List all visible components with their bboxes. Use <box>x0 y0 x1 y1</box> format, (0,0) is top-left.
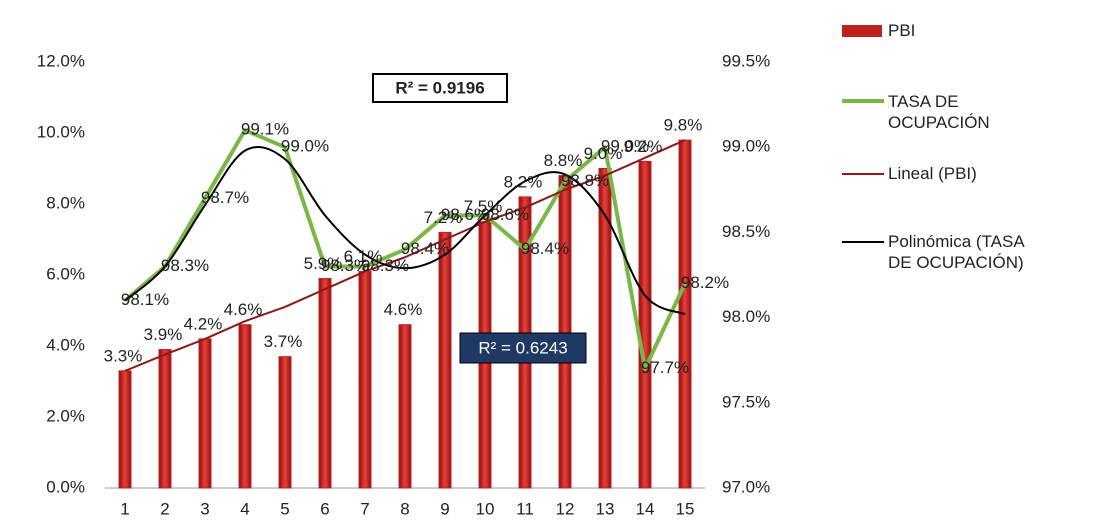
data-label: 3.3% <box>104 346 143 365</box>
x-tick-label: 9 <box>440 499 449 518</box>
data-label: 98.8% <box>561 171 609 190</box>
data-label: 98.4% <box>521 239 569 258</box>
y-tick-label: 2.0% <box>46 406 85 425</box>
annotation-box <box>459 332 587 364</box>
y-tick-label: 12.0% <box>37 51 85 70</box>
annotation: R² = 0.9196 <box>395 78 484 97</box>
x-tick-label: 7 <box>360 499 369 518</box>
data-label: 8.8% <box>544 151 583 170</box>
legend-swatch <box>842 99 884 103</box>
bar <box>158 349 172 489</box>
annotation-box <box>372 73 508 103</box>
x-tick-label: 10 <box>476 499 495 518</box>
y-tick-label: 10.0% <box>37 122 85 141</box>
series-line <box>123 128 687 371</box>
y2-tick-label: 98.0% <box>722 307 770 326</box>
legend-swatch <box>842 241 884 243</box>
x-tick-label: 3 <box>200 499 209 518</box>
legend-label: PBI <box>888 21 916 40</box>
data-label: 4.6% <box>224 300 263 319</box>
x-tick-label: 12 <box>556 499 575 518</box>
annotation: R² = 0.6243 <box>478 338 567 357</box>
data-label: 98.3% <box>361 256 409 275</box>
y2-tick-label: 97.5% <box>722 392 770 411</box>
bar <box>318 278 332 489</box>
bar <box>198 338 212 489</box>
series-line <box>124 146 686 316</box>
bar <box>358 270 372 489</box>
data-label: 4.6% <box>384 300 423 319</box>
y-tick-label: 8.0% <box>46 193 85 212</box>
x-tick-label: 2 <box>160 499 169 518</box>
bar <box>438 231 452 489</box>
x-tick-label: 14 <box>636 499 655 518</box>
legend-label: Polinómica (TASA DE OCUPACIÓN) <box>888 232 1024 272</box>
data-label: 98.1% <box>121 290 169 309</box>
x-tick-label: 4 <box>240 499 249 518</box>
data-label: 98.4% <box>401 239 449 258</box>
data-label: 9.0% <box>584 144 623 163</box>
data-label: 5.9% <box>304 254 343 273</box>
y2-tick-label: 99.5% <box>722 51 770 70</box>
y-tick-label: 0.0% <box>46 477 85 496</box>
data-label: 9.2% <box>624 137 663 156</box>
legend-label: Lineal (PBI) <box>888 164 977 183</box>
data-label: 98.6% <box>441 205 489 224</box>
data-label: 99.0% <box>601 137 649 156</box>
x-tick-label: 1 <box>120 499 129 518</box>
bar <box>238 324 252 489</box>
bar <box>558 175 572 489</box>
bar <box>118 370 132 489</box>
data-label: 98.3% <box>321 256 369 275</box>
data-label: 7.5% <box>464 197 503 216</box>
data-label: 3.7% <box>264 332 303 351</box>
data-label: 97.7% <box>641 358 689 377</box>
x-tick-label: 8 <box>400 499 409 518</box>
y-tick-label: 4.0% <box>46 335 85 354</box>
data-label: 9.8% <box>664 116 703 135</box>
x-tick-label: 5 <box>280 499 289 518</box>
data-label: 7.2% <box>424 208 463 227</box>
data-label: 98.2% <box>681 273 729 292</box>
x-tick-label: 11 <box>516 499 534 518</box>
data-label: 8.2% <box>504 172 543 191</box>
series-line <box>124 139 686 372</box>
data-label: 4.2% <box>184 314 223 333</box>
legend-label: TASA DE OCUPACIÓN <box>888 92 990 132</box>
data-label: 98.3% <box>161 256 209 275</box>
x-tick-label: 13 <box>596 499 615 518</box>
data-label: 99.1% <box>241 120 289 139</box>
data-label: 6.1% <box>344 247 383 266</box>
bar <box>398 324 412 489</box>
legend-swatch <box>842 25 882 37</box>
x-tick-label: 6 <box>320 499 329 518</box>
data-label: 99.0% <box>281 137 329 156</box>
bar <box>598 168 612 489</box>
bar <box>278 356 292 489</box>
legend-swatch <box>842 173 884 175</box>
y-tick-label: 6.0% <box>46 264 85 283</box>
data-label: 98.6% <box>481 205 529 224</box>
data-label: 3.9% <box>144 325 183 344</box>
bar <box>638 160 652 489</box>
data-label: 98.7% <box>201 188 249 207</box>
x-tick-label: 15 <box>676 499 695 518</box>
y2-tick-label: 97.0% <box>722 477 770 496</box>
y2-tick-label: 99.0% <box>722 137 770 156</box>
y2-tick-label: 98.5% <box>722 222 770 241</box>
